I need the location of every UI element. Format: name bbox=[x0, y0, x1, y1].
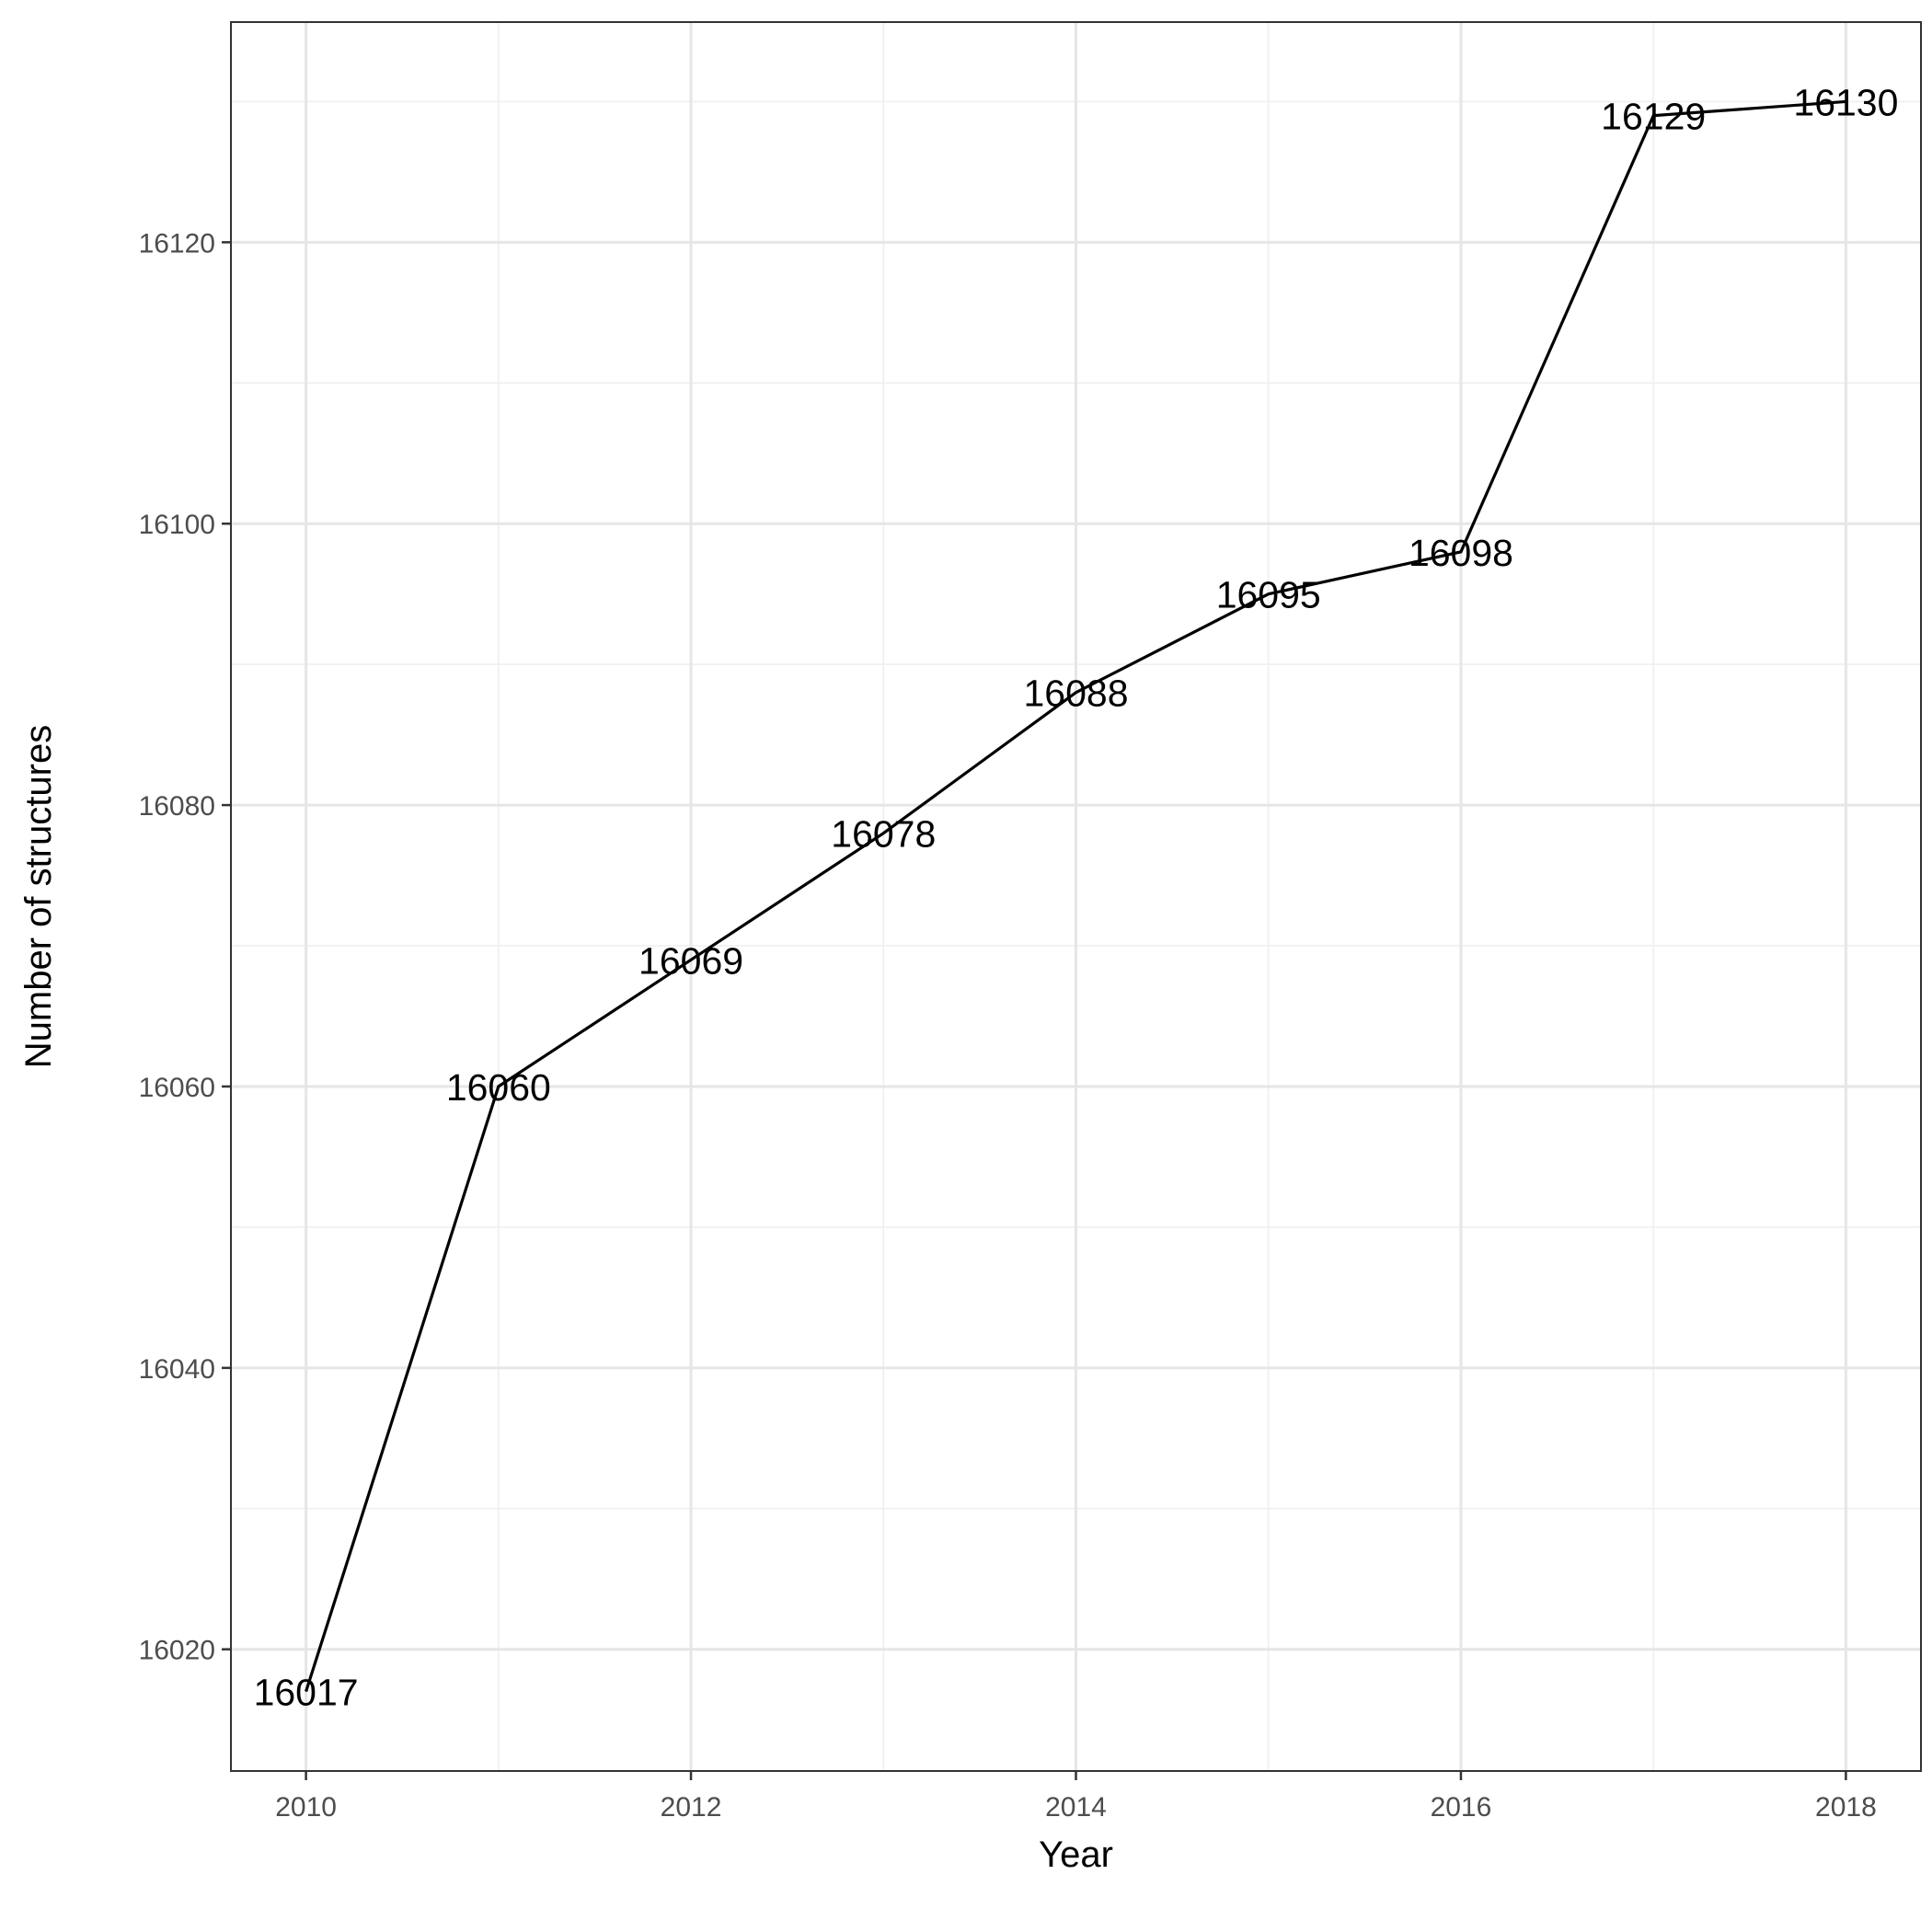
y-tick-label: 16080 bbox=[139, 791, 215, 822]
y-tick-label: 16120 bbox=[139, 228, 215, 259]
data-labels: 16017 16060 16069 16078 16088 16095 16098 16129… bbox=[254, 81, 1899, 1713]
series-line bbox=[305, 99, 1846, 1693]
axis-ticks: 2010 2012 2014 2016 2018 16020 16040 16060 16080… bbox=[139, 228, 1877, 1823]
x-tick-label: 2012 bbox=[661, 1792, 722, 1823]
data-label: 16060 bbox=[446, 1066, 551, 1109]
x-axis-title: Year bbox=[1039, 1834, 1113, 1875]
y-tick-label: 16060 bbox=[139, 1073, 215, 1103]
data-label: 16098 bbox=[1409, 532, 1513, 574]
data-label: 16130 bbox=[1793, 81, 1898, 123]
data-label: 16069 bbox=[638, 939, 743, 982]
y-axis-title: Number of structures bbox=[18, 725, 59, 1068]
x-tick-label: 2010 bbox=[275, 1792, 337, 1823]
x-tick-label: 2014 bbox=[1045, 1792, 1107, 1823]
data-label: 16078 bbox=[831, 813, 936, 856]
major-gridlines bbox=[231, 22, 1921, 1771]
data-label: 16017 bbox=[254, 1672, 359, 1714]
y-tick-label: 16100 bbox=[139, 510, 215, 540]
data-label: 16095 bbox=[1216, 574, 1321, 616]
data-label: 16088 bbox=[1023, 673, 1128, 715]
x-tick-label: 2018 bbox=[1815, 1792, 1877, 1823]
data-label: 16129 bbox=[1601, 96, 1706, 138]
y-tick-label: 16020 bbox=[139, 1636, 215, 1666]
x-tick-label: 2016 bbox=[1431, 1792, 1492, 1823]
y-tick-label: 16040 bbox=[139, 1354, 215, 1385]
